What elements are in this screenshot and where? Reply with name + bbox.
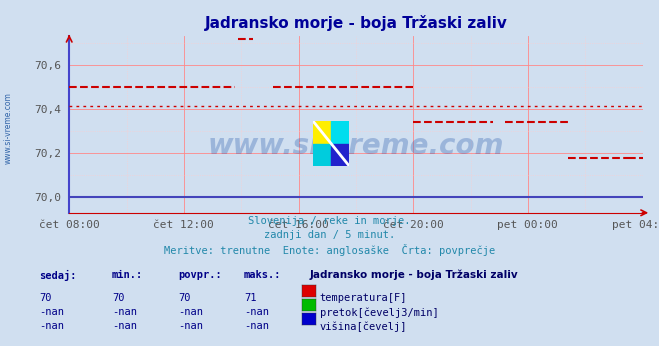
Text: 70: 70 (178, 293, 190, 303)
Title: Jadransko morje - boja Tržaski zaliv: Jadransko morje - boja Tržaski zaliv (204, 15, 507, 31)
Bar (331, 144, 349, 166)
Text: Slovenija / reke in morje.: Slovenija / reke in morje. (248, 216, 411, 226)
Text: Jadransko morje - boja Tržaski zaliv: Jadransko morje - boja Tržaski zaliv (310, 270, 519, 280)
Text: Meritve: trenutne  Enote: anglosaške  Črta: povprečje: Meritve: trenutne Enote: anglosaške Črta… (164, 244, 495, 256)
Text: zadnji dan / 5 minut.: zadnji dan / 5 minut. (264, 230, 395, 240)
Text: -nan: -nan (244, 321, 269, 331)
Text: www.si-vreme.com: www.si-vreme.com (208, 132, 504, 160)
Text: -nan: -nan (112, 321, 137, 331)
Bar (331, 121, 349, 144)
Text: www.si-vreme.com: www.si-vreme.com (3, 92, 13, 164)
Text: maks.:: maks.: (244, 270, 281, 280)
Text: sedaj:: sedaj: (40, 270, 77, 281)
Text: -nan: -nan (40, 307, 65, 317)
Text: -nan: -nan (112, 307, 137, 317)
Text: 71: 71 (244, 293, 256, 303)
Text: -nan: -nan (244, 307, 269, 317)
Polygon shape (313, 144, 331, 166)
Text: temperatura[F]: temperatura[F] (320, 293, 407, 303)
Text: -nan: -nan (178, 321, 203, 331)
Text: višina[čevelj]: višina[čevelj] (320, 321, 407, 331)
Bar (313, 121, 331, 144)
Text: pretok[čevelj3/min]: pretok[čevelj3/min] (320, 307, 438, 318)
Text: -nan: -nan (178, 307, 203, 317)
Text: -nan: -nan (40, 321, 65, 331)
Text: povpr.:: povpr.: (178, 270, 221, 280)
Text: 70: 70 (40, 293, 52, 303)
Text: 70: 70 (112, 293, 125, 303)
Text: min.:: min.: (112, 270, 143, 280)
